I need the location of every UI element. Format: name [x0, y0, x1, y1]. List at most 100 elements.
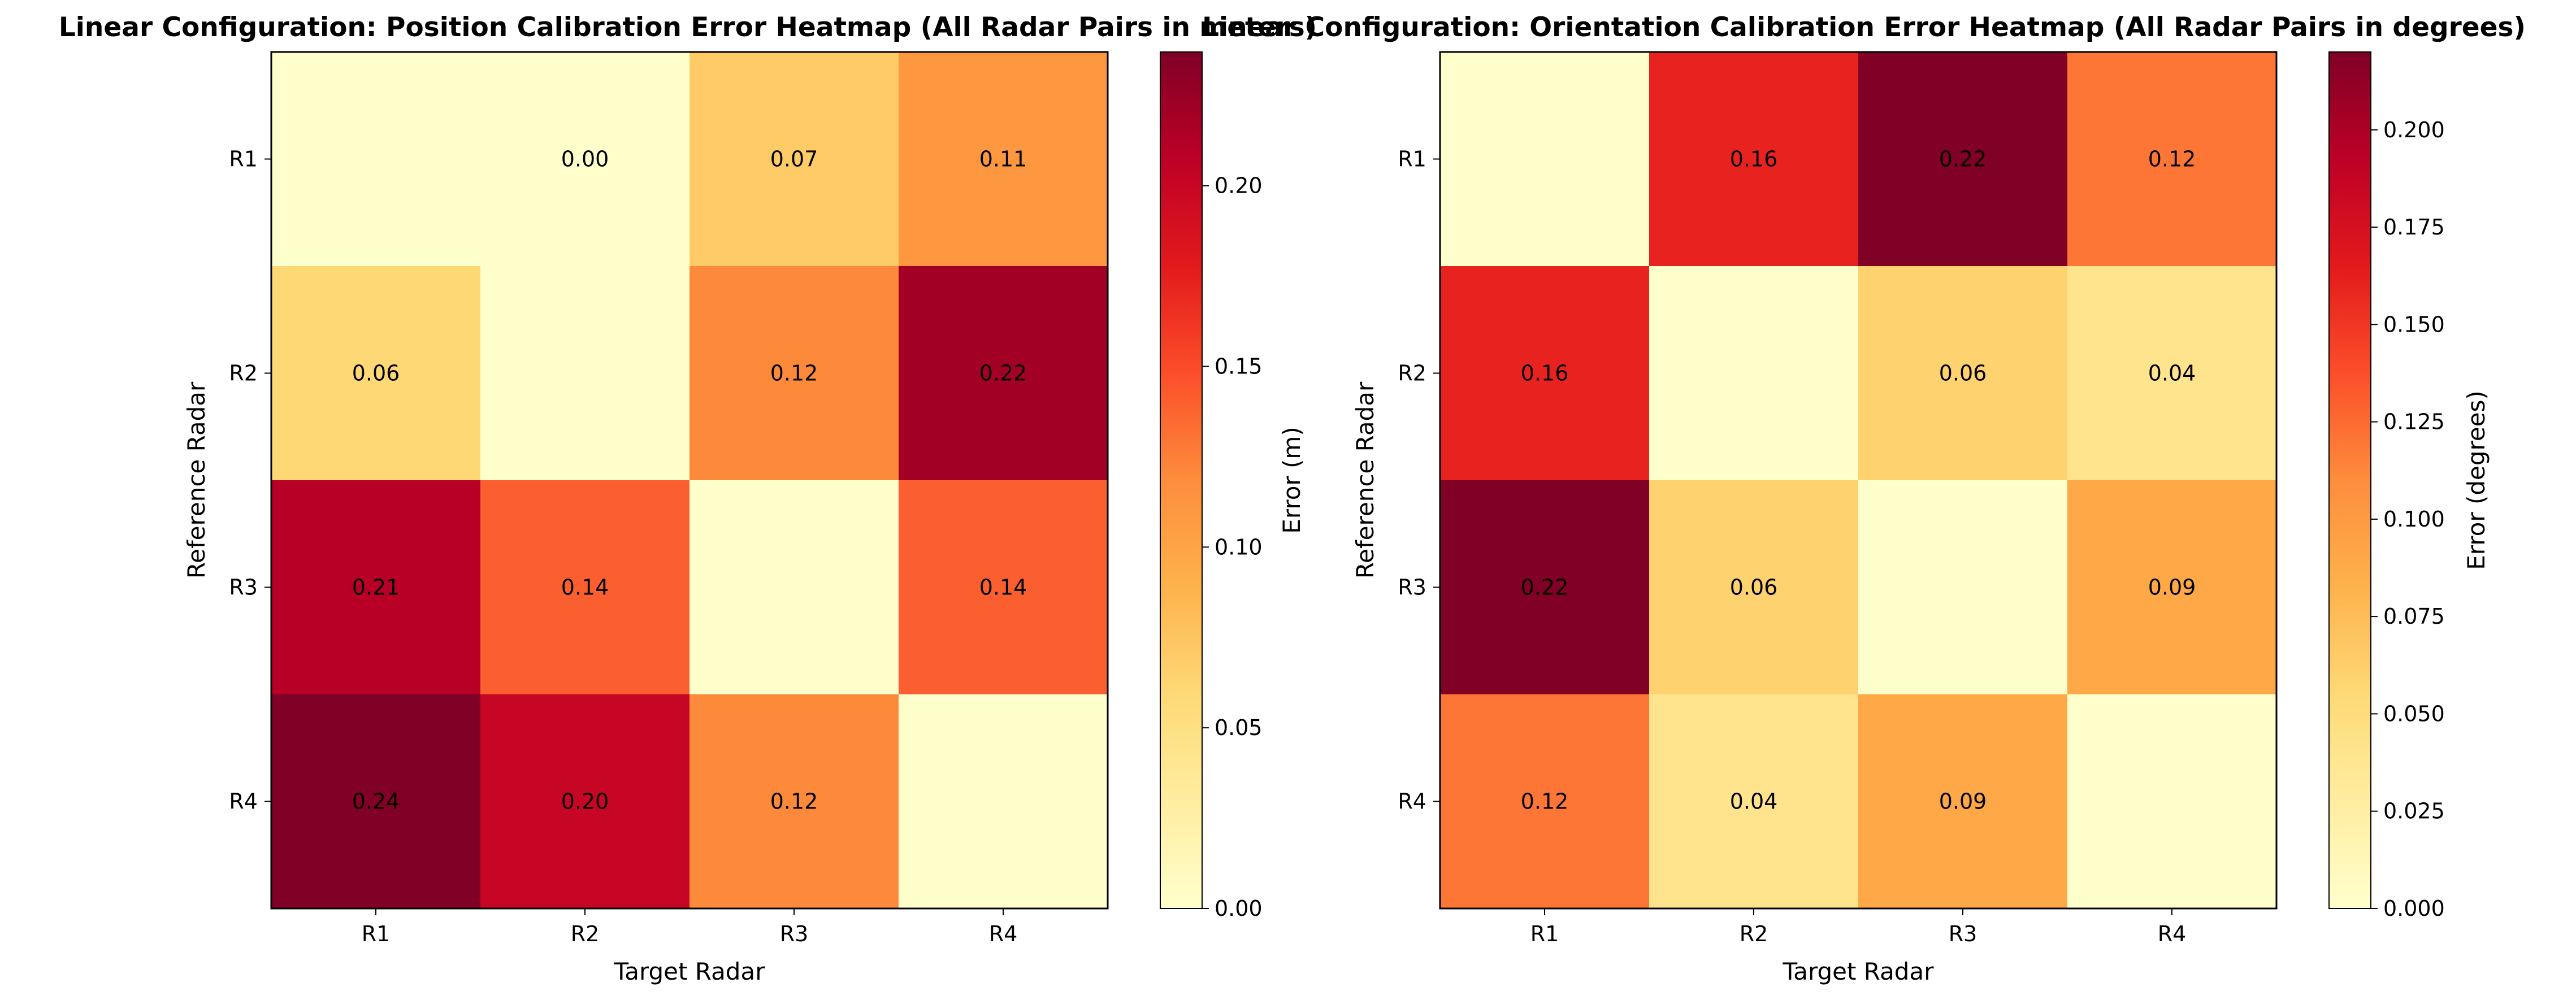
cell-value-label: 0.04	[2148, 361, 2196, 386]
colorbar-tick-label: 0.125	[2383, 410, 2445, 434]
y-tick-label: R4	[229, 789, 258, 814]
heatmap-cell	[689, 694, 899, 909]
heatmap-cell	[2067, 266, 2277, 481]
colorbar-ticks: 0.000 0.025 0.050 0.075 0.100 0.125 0.150 0.175…	[2371, 118, 2445, 921]
x-tick-label: R4	[2158, 921, 2187, 946]
cell-value-label: 0.16	[1730, 147, 1778, 172]
heatmap-cell	[1440, 480, 1650, 695]
heatmap-cell	[1649, 52, 1859, 267]
y-tick-label: R1	[229, 147, 258, 172]
heatmap-cell	[1649, 480, 1859, 695]
x-tick-label: R1	[1530, 921, 1559, 946]
heatmap-cell	[2067, 52, 2277, 267]
x-axis-label: Target Radar	[1783, 958, 1935, 985]
chart-title: Linear Configuration: Position Calibrati…	[59, 12, 1317, 43]
cell-labels: 0.16 0.22 0.12 0.16 0.06 0.04 0.22 0.06 0.09 0.12…	[1521, 147, 2196, 814]
colorbar-tick-label: 0.075	[2383, 604, 2445, 629]
x-tick-label: R4	[989, 921, 1018, 946]
colorbar-tick-label: 0.025	[2383, 799, 2445, 824]
x-tick-label: R2	[571, 921, 600, 946]
cell-value-label: 0.20	[561, 789, 609, 814]
y-tick-label: R4	[1398, 789, 1426, 814]
cell-value-label: 0.06	[1730, 575, 1778, 600]
plot-frame	[1439, 51, 2278, 910]
heatmap-cell	[271, 266, 481, 481]
plot-frame	[270, 51, 1109, 910]
heatmap-cells	[271, 52, 1108, 909]
cell-value-label: 0.12	[1521, 789, 1569, 814]
heatmap-cell	[271, 52, 481, 267]
cell-value-label: 0.09	[2148, 575, 2196, 600]
colorbar	[2328, 51, 2371, 909]
cell-value-label: 0.21	[352, 575, 400, 600]
cell-value-label: 0.12	[770, 789, 818, 814]
heatmap-cell	[689, 266, 899, 481]
y-ticks: R1 R2 R3 R4	[1398, 147, 1440, 814]
colorbar-tick-label: 0.000	[2383, 896, 2445, 921]
colorbar-tick-label: 0.10	[1215, 534, 1263, 559]
colorbar-tick-label: 0.150	[2383, 312, 2445, 337]
cell-value-label: 0.04	[1730, 789, 1778, 814]
x-tick-label: R3	[780, 921, 809, 946]
y-tick-label: R2	[1398, 361, 1426, 386]
heatmap-cell	[1858, 694, 2068, 909]
y-tick-label: R2	[229, 361, 258, 386]
x-tick-label: R2	[1740, 921, 1768, 946]
heatmap-cell	[899, 480, 1108, 695]
heatmap-cell	[1649, 694, 1859, 909]
y-tick-label: R3	[1398, 575, 1426, 600]
heatmap-cell	[1858, 480, 2068, 695]
y-ticks: R1 R2 R3 R4	[229, 147, 271, 814]
cell-value-label: 0.06	[1939, 361, 1987, 386]
heatmap-cell	[1440, 266, 1650, 481]
colorbar-tick-label: 0.175	[2383, 215, 2445, 240]
heatmap-cell	[899, 52, 1108, 267]
heatmap-cell	[1440, 52, 1650, 267]
heatmap-cell	[689, 480, 899, 695]
cell-value-label: 0.07	[770, 147, 818, 172]
heatmap-cell	[899, 694, 1108, 909]
y-axis-label: Reference Radar	[1351, 381, 1379, 579]
cell-value-label: 0.12	[2148, 147, 2196, 172]
y-axis-label: Reference Radar	[183, 381, 210, 579]
x-ticks: R1 R2 R3 R4	[1530, 908, 2187, 946]
heatmap-panel-orientation: Linear Configuration: Orientation Calibr…	[1202, 12, 2526, 985]
cell-value-label: 0.22	[979, 361, 1027, 386]
x-tick-label: R3	[1949, 921, 1977, 946]
heatmap-cell	[899, 266, 1108, 481]
x-axis-label: Target Radar	[614, 958, 766, 985]
heatmap-cell	[271, 480, 481, 695]
cell-value-label: 0.12	[770, 361, 818, 386]
cell-value-label: 0.00	[561, 147, 609, 172]
heatmap-cell	[1858, 266, 2068, 481]
heatmap-panel-position: Linear Configuration: Position Calibrati…	[59, 12, 1317, 985]
heatmap-cell	[480, 694, 690, 909]
heatmap-cell	[480, 266, 690, 481]
colorbar-tick-label: 0.20	[1215, 173, 1263, 198]
colorbar-tick-label: 0.15	[1215, 354, 1263, 379]
heatmap-cell	[480, 52, 690, 267]
heatmap-cell	[1649, 266, 1859, 481]
colorbar-label: Error (m)	[1278, 427, 1306, 533]
colorbar-ticks: 0.00 0.05 0.10 0.15 0.20	[1202, 173, 1263, 921]
chart-title: Linear Configuration: Orientation Calibr…	[1202, 12, 2526, 43]
colorbar-label: Error (degrees)	[2462, 390, 2490, 570]
colorbar-tick-label: 0.05	[1215, 715, 1263, 740]
heatmap-cell	[2067, 480, 2277, 695]
cell-value-label: 0.09	[1939, 789, 1987, 814]
cell-value-label: 0.14	[561, 575, 609, 600]
cell-labels: 0.00 0.07 0.11 0.06 0.12 0.22 0.21 0.14 0.14 0.24…	[352, 147, 1027, 814]
heatmap-cell	[689, 52, 899, 267]
colorbar-tick-label: 0.050	[2383, 701, 2445, 726]
y-tick-label: R1	[1398, 147, 1426, 172]
x-ticks: R1 R2 R3 R4	[362, 908, 1018, 946]
cell-value-label: 0.16	[1521, 361, 1569, 386]
colorbar	[1160, 51, 1203, 909]
cell-value-label: 0.24	[352, 789, 400, 814]
cell-value-label: 0.14	[979, 575, 1027, 600]
colorbar-tick-label: 0.200	[2383, 118, 2445, 142]
colorbar-tick-label: 0.00	[1215, 896, 1263, 921]
heatmap-cells	[1440, 52, 2277, 909]
cell-value-label: 0.22	[1521, 575, 1569, 600]
